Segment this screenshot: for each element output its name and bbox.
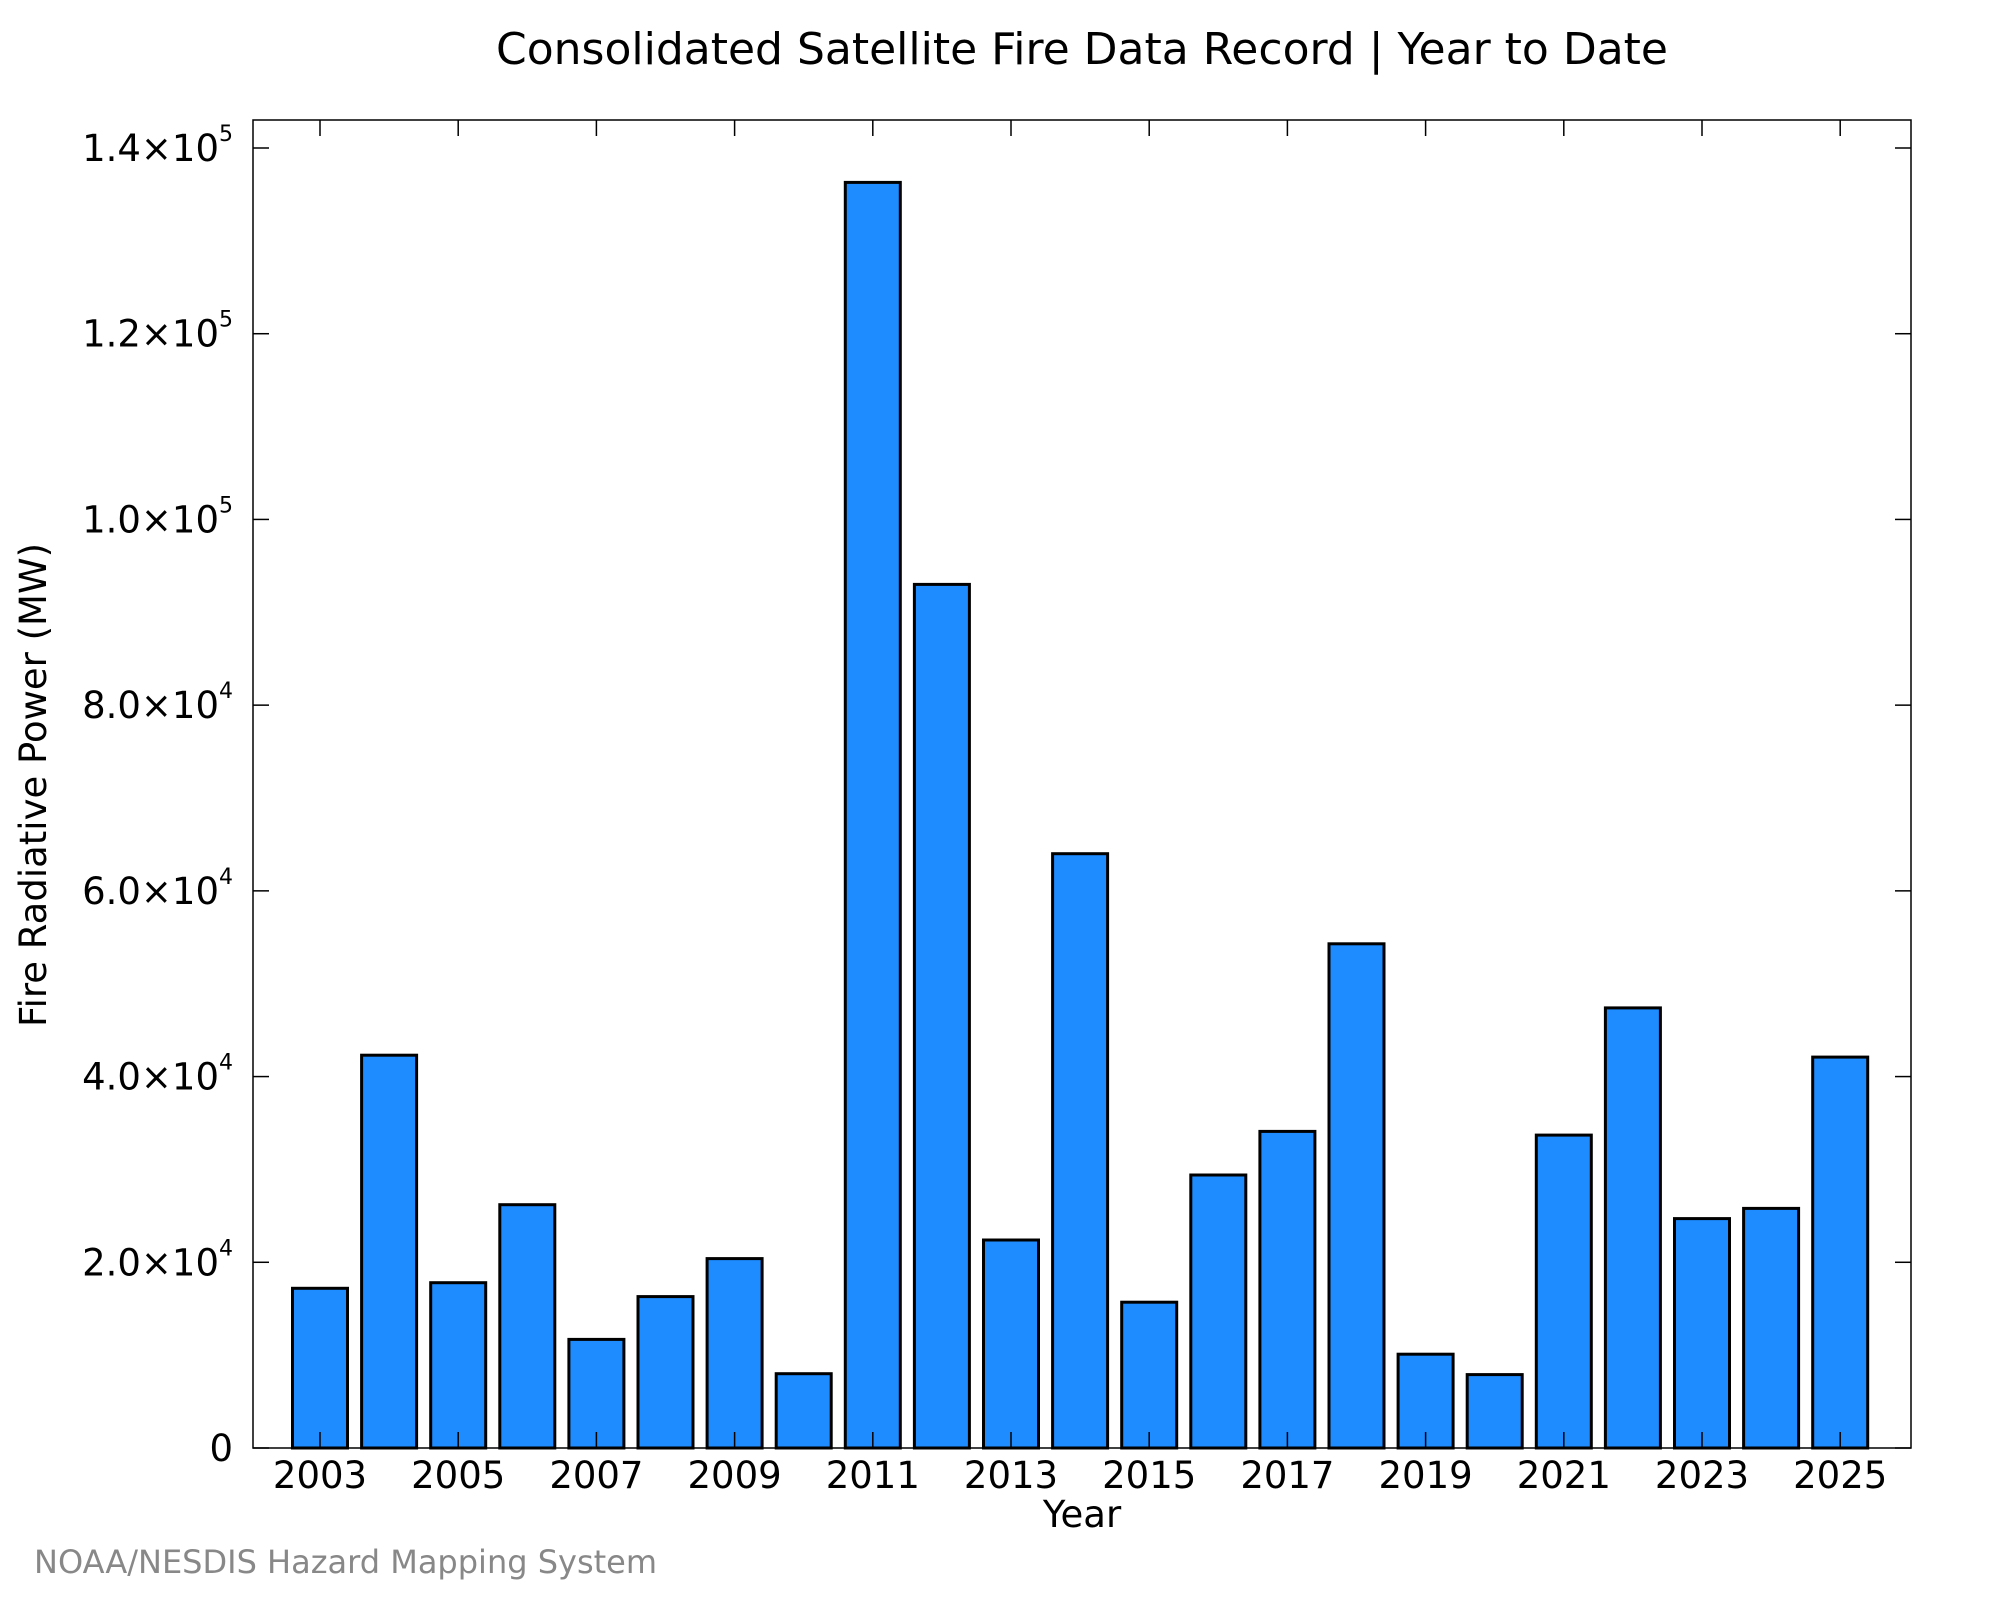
bar-2013 (982, 1238, 1040, 1450)
bar-2004 (360, 1053, 419, 1450)
credit-text: NOAA/NESDIS Hazard Mapping System (34, 1543, 657, 1581)
x-tick-label: 2011 (826, 1454, 920, 1497)
x-axis-ticks: 2003 2005 2007 2009 2011 2013 2015 2017 2019 2021… (273, 120, 1887, 1497)
bar-2023 (1673, 1217, 1731, 1450)
x-tick-label: 2005 (411, 1454, 505, 1497)
bar-2010 (774, 1372, 833, 1450)
axes-group (252, 119, 1912, 1449)
y-tick-label: 1.2×105 (82, 308, 233, 356)
bar-2024 (1742, 1206, 1801, 1450)
bars-group (291, 180, 1870, 1450)
bar-2009 (705, 1257, 764, 1450)
bar-2025 (1811, 1055, 1870, 1450)
x-tick-label: 2017 (1240, 1454, 1334, 1497)
bar-2015 (1120, 1300, 1179, 1450)
x-tick-label: 2009 (688, 1454, 782, 1497)
x-tick-label: 2025 (1793, 1454, 1887, 1497)
y-tick-label: 6.0×104 (82, 865, 233, 913)
x-tick-label: 2003 (273, 1454, 367, 1497)
bar-2011 (843, 180, 902, 1450)
bar-2007 (567, 1337, 626, 1450)
x-tick-label: 2007 (549, 1454, 643, 1497)
bar-2006 (498, 1203, 557, 1450)
bar-2003 (291, 1286, 349, 1450)
x-tick-label: 2019 (1379, 1454, 1473, 1497)
bar-2021 (1534, 1133, 1593, 1450)
chart-title: Consolidated Satellite Fire Data Record … (496, 24, 1668, 75)
bar-2012 (912, 582, 971, 1450)
bar-2005 (429, 1281, 488, 1450)
y-tick-label: 1.4×105 (82, 122, 233, 170)
bar-2017 (1258, 1129, 1317, 1450)
y-axis-ticks: 0 2.0×104 4.0×104 6.0×104 8.0×104 1.0×105 1.2×… (82, 122, 1911, 1470)
x-tick-label: 2023 (1655, 1454, 1749, 1497)
x-tick-label: 2015 (1102, 1454, 1196, 1497)
y-tick-label: 1.0×105 (82, 493, 233, 541)
bar-2014 (1051, 852, 1110, 1450)
y-axis-label: Fire Radiative Power (MW) (12, 543, 55, 1027)
x-tick-label: 2021 (1517, 1454, 1611, 1497)
y-tick-label: 0 (209, 1427, 233, 1470)
x-tick-label: 2013 (964, 1454, 1058, 1497)
bar-2022 (1603, 1006, 1662, 1450)
y-tick-label: 8.0×104 (82, 679, 233, 727)
bar-2018 (1327, 942, 1386, 1450)
y-tick-label: 4.0×104 (82, 1051, 233, 1099)
bar-2020 (1465, 1373, 1524, 1450)
y-tick-label: 2.0×104 (82, 1236, 233, 1284)
plot-frame (252, 119, 1912, 1449)
bar-2016 (1189, 1173, 1248, 1450)
x-axis-label: Year (1042, 1493, 1122, 1536)
bar-2008 (636, 1295, 695, 1450)
